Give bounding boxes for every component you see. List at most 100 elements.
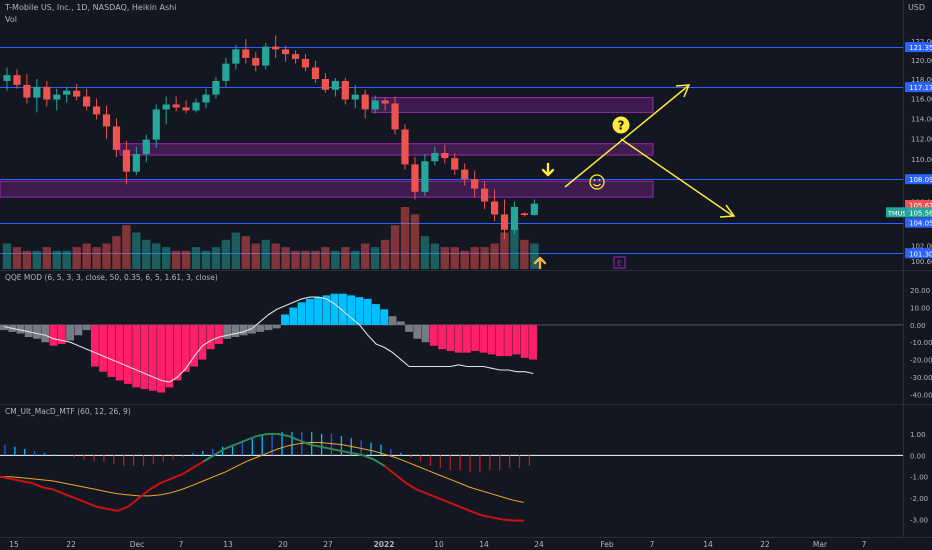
qqe-bar: [33, 324, 41, 339]
candle-body: [520, 213, 528, 216]
macd-fast-line: [448, 501, 460, 508]
candle-body: [361, 94, 369, 110]
candle-body: [530, 203, 538, 216]
candle-body: [33, 86, 41, 98]
qqe-tick: 10.00: [910, 305, 930, 313]
volume-bar: [271, 243, 280, 269]
candle-body: [73, 90, 81, 97]
earnings-marker[interactable]: [613, 256, 626, 269]
tmus-value-box: [905, 207, 932, 218]
qqe-bar: [24, 324, 33, 338]
zone-rect: [0, 180, 654, 198]
candle-body: [162, 104, 170, 110]
qqe-bar: [520, 324, 529, 358]
macd-fast-line: [85, 501, 97, 508]
macd-fast-line: [106, 507, 118, 512]
candle-body: [401, 129, 409, 165]
volume-bar: [291, 250, 300, 269]
macd-tick: 0.00: [910, 452, 926, 460]
time-tick: Feb: [600, 540, 614, 549]
volume-bar: [211, 247, 221, 269]
grid-lines: [0, 0, 932, 538]
macd-fast-line: [245, 435, 257, 442]
macd-fast-line: [331, 447, 343, 453]
volume-bars: [2, 207, 539, 269]
volume-bar: [351, 250, 360, 269]
qqe-bar: [322, 295, 331, 325]
volume-bar: [370, 247, 380, 269]
macd-fast-line: [341, 450, 353, 455]
candle-body: [411, 164, 419, 192]
qqe-bar: [297, 302, 306, 325]
macd-fast-line: [298, 439, 311, 446]
macd-fast-line: [224, 443, 236, 450]
volume-bar: [241, 236, 250, 269]
candle-body: [441, 152, 449, 159]
candle-body: [481, 188, 489, 202]
qqe-bar: [438, 324, 447, 350]
time-axis[interactable]: 15 22 Dec 7 13 20 27 2022 10 14 24 Feb 7 14 22 Mar 7: [9, 540, 866, 549]
candle-body: [272, 46, 280, 50]
drawing-annotations[interactable]: ?: [533, 84, 736, 270]
time-tick: 27: [323, 540, 333, 549]
trend-arrow-down: [620, 138, 734, 217]
level-label-box: [905, 174, 932, 185]
zone-rect: [371, 97, 654, 113]
volume-bar: [52, 250, 61, 269]
qqe-bar: [305, 298, 314, 325]
macd-fast-line: [0, 475, 11, 480]
candle-body: [421, 161, 429, 192]
candle-body: [202, 94, 210, 103]
candle-body: [222, 63, 230, 81]
tmus-tag-box: [886, 207, 905, 218]
price-tick: 116.00: [911, 96, 932, 104]
macd-fast-line: [170, 473, 183, 480]
macd-fast-line: [277, 432, 289, 438]
time-tick: 22: [66, 540, 76, 549]
level-label: 117.17: [909, 84, 932, 92]
volume-bar: [201, 250, 211, 269]
macd-fast-line: [213, 448, 225, 457]
volume-bar: [470, 247, 479, 269]
candle-body: [490, 201, 499, 215]
time-tick: 14: [479, 540, 489, 549]
qqe-bar: [330, 293, 339, 325]
qqe-tick: -10.00: [910, 339, 932, 347]
macd-fast-line: [149, 482, 161, 491]
tmus-tag: TMUS: [887, 209, 906, 217]
price-axis[interactable]: 122.00 120.00 118.00 116.00 114.00 112.00 110.…: [886, 38, 932, 524]
volume-bar: [2, 243, 12, 269]
macd-fast-line: [320, 445, 332, 450]
time-tick: 7: [650, 540, 655, 549]
qqe-bar: [289, 307, 298, 325]
candle-body: [152, 109, 160, 140]
macd-fast-line: [21, 479, 33, 485]
supply-demand-zones: [0, 97, 654, 198]
volume-bar: [400, 207, 410, 269]
time-tick: 22: [760, 540, 770, 549]
macd-fast-line: [117, 505, 129, 512]
candle-body: [192, 102, 200, 111]
time-tick: 7: [862, 540, 867, 549]
qqe-tick: -20.00: [910, 357, 932, 365]
macd-fast-line: [63, 492, 76, 500]
candle-body: [172, 104, 180, 108]
trend-arrow-up: [564, 85, 689, 188]
price-tick: 102.00: [911, 242, 932, 250]
qqe-bar: [529, 324, 537, 360]
volume-bar: [42, 247, 51, 269]
candle-body: [381, 100, 389, 104]
candle-body: [331, 80, 339, 90]
qqe-bar: [281, 314, 289, 325]
qqe-bar: [429, 324, 438, 346]
smiley-icon: [589, 174, 605, 190]
qqe-bar: [363, 298, 372, 325]
qqe-bar: [41, 324, 50, 343]
qqe-tick: 20.00: [910, 287, 930, 295]
qqe-bar: [198, 324, 207, 360]
macd-fast-line: [384, 465, 397, 476]
macd-tick: 1.00: [910, 431, 926, 439]
macd-fast-line: [362, 454, 375, 461]
volume-bar: [410, 214, 420, 269]
